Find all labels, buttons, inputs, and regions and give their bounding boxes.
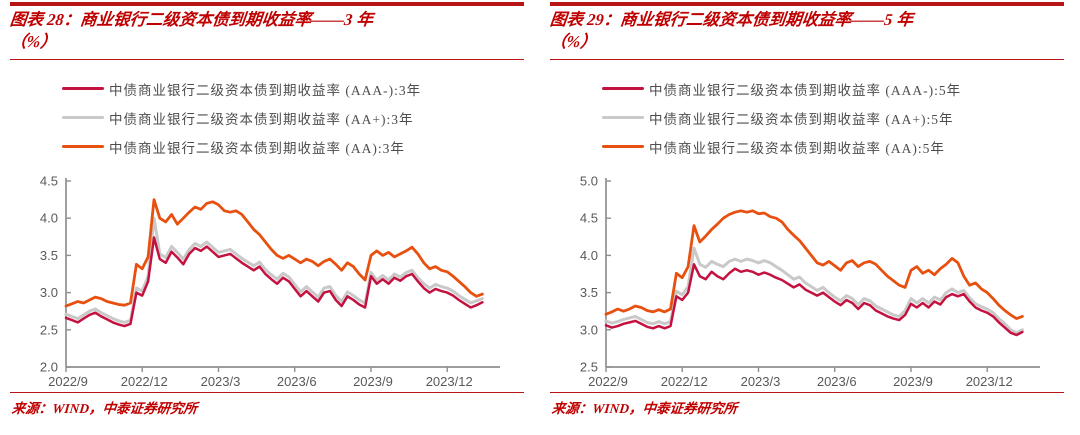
legend-item: 中债商业银行二级资本债到期收益率 (AA):3年: [62, 132, 524, 161]
svg-text:2023/3: 2023/3: [741, 374, 781, 389]
svg-text:3.5: 3.5: [40, 248, 58, 263]
svg-text:4.0: 4.0: [40, 211, 58, 226]
source-text: 来源：WIND，中泰证券研究所: [551, 401, 738, 416]
source-text: 来源：WIND，中泰证券研究所: [11, 401, 198, 416]
legend-label: 中债商业银行二级资本债到期收益率 (AAA-):5年: [649, 82, 962, 98]
svg-text:2023/12: 2023/12: [966, 374, 1013, 389]
svg-text:2023/12: 2023/12: [426, 374, 473, 389]
legend-item: 中债商业银行二级资本债到期收益率 (AA+):5年: [602, 103, 1064, 132]
svg-text:2.5: 2.5: [580, 360, 598, 375]
legend-label: 中债商业银行二级资本债到期收益率 (AA+):5年: [649, 111, 954, 127]
svg-text:2.5: 2.5: [40, 322, 58, 337]
source-note: 来源：WIND，中泰证券研究所: [550, 392, 1064, 418]
svg-text:2023/6: 2023/6: [277, 374, 317, 389]
legend-label: 中债商业银行二级资本债到期收益率 (AA):3年: [109, 140, 405, 156]
svg-text:3.0: 3.0: [40, 285, 58, 300]
figure-title-line2: （%）: [549, 31, 598, 51]
legend-line-swatch-aa-plus: [62, 115, 104, 120]
figure-title-line1: 图表 29：商业银行二级资本债到期收益率——5 年: [549, 10, 915, 29]
legend-line-swatch-aa: [602, 144, 644, 149]
panel-top-rule: [550, 2, 1064, 6]
legend-line-swatch-aaa-minus: [62, 86, 104, 91]
panel-top-rule: [10, 2, 524, 6]
figure-title-29: 图表 29：商业银行二级资本债到期收益率——5 年 （%）: [549, 9, 1064, 60]
figure-title-line1: 图表 28：商业银行二级资本债到期收益率——3 年: [9, 10, 375, 29]
legend-item: 中债商业银行二级资本债到期收益率 (AA+):3年: [62, 103, 524, 132]
svg-text:2.0: 2.0: [40, 360, 58, 375]
svg-text:2022/9: 2022/9: [588, 374, 628, 389]
legend-line-swatch-aaa-minus: [602, 86, 644, 91]
svg-text:3.5: 3.5: [580, 285, 598, 300]
svg-text:2022/12: 2022/12: [121, 374, 168, 389]
svg-text:2023/9: 2023/9: [893, 374, 933, 389]
figure-panel-29: 图表 29：商业银行二级资本债到期收益率——5 年 （%） 中债商业银行二级资本…: [540, 0, 1080, 435]
legend-line-swatch-aa-plus: [602, 115, 644, 120]
svg-text:5.0: 5.0: [580, 174, 598, 189]
svg-text:4.5: 4.5: [580, 211, 598, 226]
legend-label: 中债商业银行二级资本债到期收益率 (AA+):3年: [109, 111, 414, 127]
svg-text:4.0: 4.0: [580, 248, 598, 263]
legend-line-swatch-aa: [62, 144, 104, 149]
svg-text:2023/3: 2023/3: [201, 374, 241, 389]
source-note: 来源：WIND，中泰证券研究所: [10, 392, 524, 418]
yield-line-chart-3y: 2.0 2.5 3.0 3.5 4.0 4.5 2022/9 2022/12 2023/3 202…: [40, 174, 500, 389]
svg-text:2022/12: 2022/12: [661, 374, 708, 389]
legend-item: 中债商业银行二级资本债到期收益率 (AAA-):5年: [602, 74, 1064, 103]
legend-5y: 中债商业银行二级资本债到期收益率 (AAA-):5年 中债商业银行二级资本债到期…: [602, 74, 1064, 161]
svg-text:2023/9: 2023/9: [353, 374, 393, 389]
yield-line-chart-5y: 2.5 3.0 3.5 4.0 4.5 5.0 2022/9 2022/12 2023/3 202…: [580, 174, 1040, 389]
figure-title-line2: （%）: [9, 31, 58, 51]
legend-item: 中债商业银行二级资本债到期收益率 (AAA-):3年: [62, 74, 524, 103]
svg-text:3.0: 3.0: [580, 322, 598, 337]
svg-text:2022/9: 2022/9: [48, 374, 88, 389]
legend-label: 中债商业银行二级资本债到期收益率 (AA):5年: [649, 140, 945, 156]
legend-item: 中债商业银行二级资本债到期收益率 (AA):5年: [602, 132, 1064, 161]
legend-label: 中债商业银行二级资本债到期收益率 (AAA-):3年: [109, 82, 422, 98]
svg-text:4.5: 4.5: [40, 174, 58, 189]
svg-text:2023/6: 2023/6: [817, 374, 857, 389]
figure-title-28: 图表 28：商业银行二级资本债到期收益率——3 年 （%）: [9, 9, 524, 60]
legend-3y: 中债商业银行二级资本债到期收益率 (AAA-):3年 中债商业银行二级资本债到期…: [62, 74, 524, 161]
figure-panel-28: 图表 28：商业银行二级资本债到期收益率——3 年 （%） 中债商业银行二级资本…: [9, 2, 524, 418]
